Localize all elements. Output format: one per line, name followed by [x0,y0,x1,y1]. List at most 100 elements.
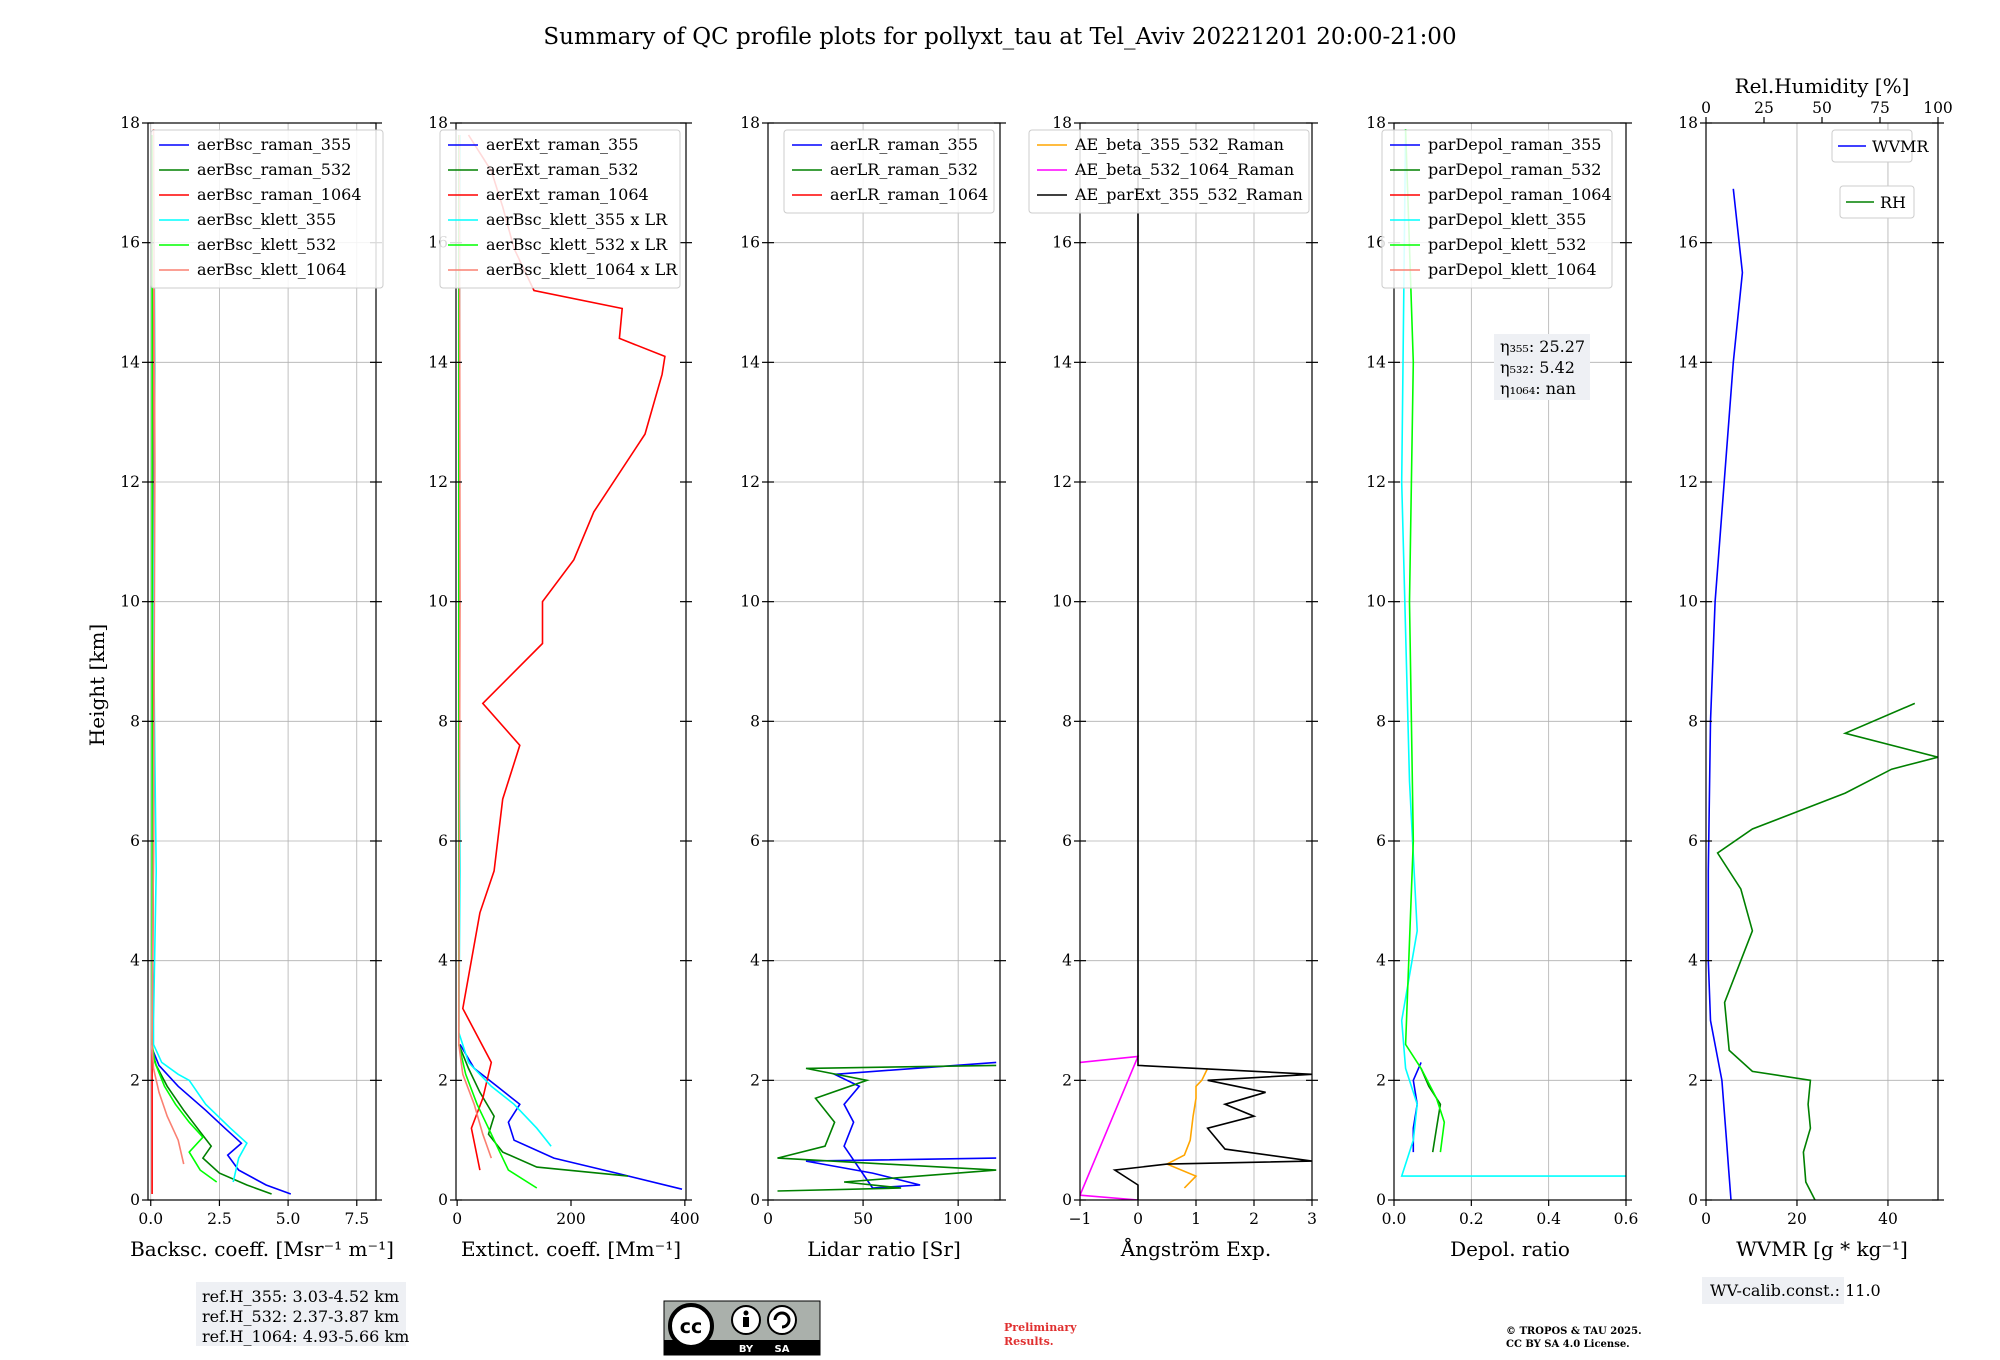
y-tick-label: 0 [1688,1191,1698,1209]
y-tick-label: 16 [1678,234,1698,252]
eta-label: η₅₃₂: 5.42 [1500,358,1575,377]
x-axis-label: Ångström Exp. [1120,1236,1271,1261]
y-tick-label: 14 [1366,353,1386,371]
ref-height-box: ref.H_355: 3.03-4.52 km ref.H_532: 2.37-… [196,1282,409,1346]
y-tick-label: 4 [1688,952,1698,970]
y-tick-label: 8 [1062,712,1072,730]
legend-box [1831,129,1913,163]
svg-text:SA: SA [775,1344,790,1355]
legend-label: aerBsc_raman_355 [197,135,351,154]
copyright-line1: © TROPOS & TAU 2025. [1506,1326,1642,1337]
chart-panel: 0 2 4 6 8 10 12 14 16 18 0.0 0.2 0.4 0.6 Depol. ratio p… [1366,114,1638,1261]
y-tick-label: 2 [1376,1071,1386,1089]
y-tick-label: 14 [120,353,140,371]
x-tick-label: 50 [853,1210,873,1228]
x-tick-label: 400 [670,1210,700,1228]
x-tick-label: 0 [1133,1210,1143,1228]
series-line-aerLR_raman_532 [777,1064,997,1192]
y-tick-label: 16 [1052,234,1072,252]
legend-label: aerExt_raman_355 [486,135,639,154]
y-tick-label: 0 [130,1191,140,1209]
x-axis-label: Lidar ratio [Sr] [807,1237,961,1261]
x-tick-label: 0.2 [1459,1210,1484,1228]
y-tick-label: 2 [1688,1071,1698,1089]
y-tick-label: 0 [1062,1191,1072,1209]
x-axis-label: Backsc. coeff. [Msr⁻¹ m⁻¹] [130,1237,394,1261]
series-line-WVMR [1707,188,1744,1200]
x-tick-label: 200 [556,1210,586,1228]
legend-box [1839,185,1915,219]
ref-height-355: ref.H_355: 3.03-4.52 km [202,1287,399,1306]
legend-label: aerBsc_raman_1064 [197,185,362,204]
cc-icon [668,1303,714,1349]
legend-label: aerLR_raman_355 [830,135,978,154]
y-axis-label: Height [km] [85,624,109,746]
legend-box [150,129,384,289]
series-line-RH [1716,702,1938,1200]
y-tick-label: 8 [1376,712,1386,730]
preliminary-note-line1: Preliminary [1004,1321,1077,1334]
x-axis-label: WVMR [g * kg⁻¹] [1736,1237,1908,1261]
y-tick-label: 12 [1052,473,1072,491]
eta-label: η₁₀₆₄: nan [1500,379,1576,398]
sa-icon [767,1305,797,1335]
legend-label: aerExt_raman_532 [486,160,639,179]
legend-box [783,129,995,214]
y-tick-label: 2 [750,1071,760,1089]
top-x-axis-label: Rel.Humidity [%] [1735,74,1910,98]
y-tick-label: 14 [1052,353,1072,371]
series-line-parDepol_klett_532 [1404,128,1446,1153]
legend-box [1381,129,1613,289]
legend-label: RH [1880,193,1906,212]
series-line-aerExt_raman_1064 [461,134,666,1171]
eta-box [1494,334,1590,400]
svg-text:BY: BY [739,1344,754,1355]
legend-label: AE_beta_355_532_Raman [1074,135,1284,154]
legend-label: aerExt_raman_1064 [486,185,649,204]
legend-label: aerBsc_raman_532 [197,160,351,179]
y-tick-label: 4 [130,952,140,970]
axes-frame [1393,122,1627,1201]
series-line-AE_parExt_355_532_Raman [1112,129,1312,1200]
x-tick-label: 0.0 [138,1210,163,1228]
y-tick-label: 8 [750,712,760,730]
top-x-tick-label: 25 [1754,99,1774,117]
x-tick-label: 0.6 [1614,1210,1639,1228]
y-tick-label: 12 [120,473,140,491]
wv-calib-box: WV-calib.const.: 11.0 [1702,1277,1881,1304]
legend-label: aerBsc_klett_1064 x LR [486,260,678,279]
copyright-line2: CC BY SA 4.0 License. [1506,1339,1630,1350]
legend-label: parDepol_raman_1064 [1428,185,1612,204]
legend-label: aerBsc_klett_532 [197,235,336,254]
legend-label: aerBsc_klett_1064 [197,260,346,279]
series-line-aerLR_raman_355 [805,1061,997,1189]
x-tick-label: 7.5 [344,1210,369,1228]
x-tick-label: 0.0 [1382,1210,1407,1228]
series-line-aerBsc_raman_355 [152,1050,292,1195]
top-x-tick-label: 0 [1701,99,1711,117]
x-tick-label: 20 [1787,1210,1807,1228]
axes-frame [147,122,377,1201]
x-tick-label: 2.5 [207,1210,232,1228]
svg-text:cc: cc [680,1316,703,1338]
chart-panel: 0 2 4 6 8 10 12 14 16 18 0.0 2.5 5.0 7.5 Backsc. coeff… [120,114,394,1261]
y-tick-label: 6 [130,832,140,850]
x-tick-label: 40 [1878,1210,1898,1228]
y-tick-label: 8 [130,712,140,730]
x-tick-label: 100 [943,1210,973,1228]
chart-panel: 0 2 4 6 8 10 12 14 16 18 0 50 100 Lidar ratio [Sr] aer… [740,114,1006,1261]
legend-label: AE_parExt_355_532_Raman [1074,185,1303,204]
y-tick-label: 4 [1376,952,1386,970]
legend-label: aerBsc_klett_355 x LR [486,210,668,229]
y-tick-label: 10 [1678,593,1698,611]
top-x-tick-label: 100 [1923,99,1953,117]
y-tick-label: 6 [1376,832,1386,850]
legend-box [439,129,681,289]
y-tick-label: 10 [120,593,140,611]
y-tick-label: 18 [120,114,140,132]
series-line-aerBsc_klett_355 [152,134,248,1183]
ref-height-1064: ref.H_1064: 4.93-5.66 km [202,1327,409,1346]
wv-calib-text: WV-calib.const.: 11.0 [1710,1281,1881,1300]
